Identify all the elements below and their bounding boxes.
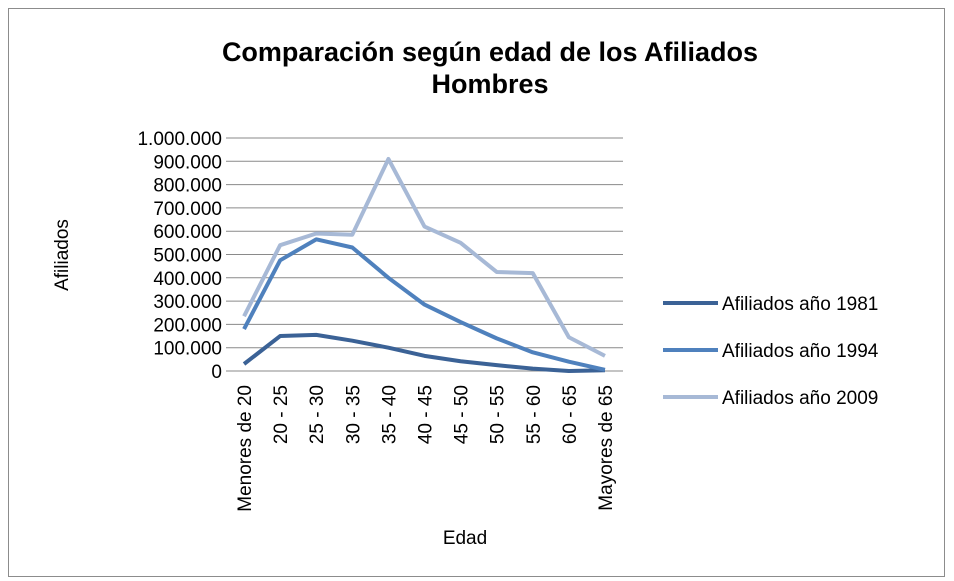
y-tick-label: 900.000: [153, 152, 222, 173]
legend-label: Afiliados año 2009: [722, 388, 878, 409]
y-tick-label: 800.000: [153, 176, 222, 197]
x-tick-label: Mayores de 65: [596, 385, 617, 511]
y-tick-label: 400.000: [153, 269, 222, 290]
x-tick-label: 45 - 50: [452, 385, 473, 444]
series-line: [242, 332, 605, 373]
y-tick-label: 200.000: [153, 315, 222, 336]
legend-label: Afiliados año 1994: [722, 341, 879, 362]
series-line: [242, 156, 606, 358]
y-tick-label: 700.000: [153, 199, 222, 220]
y-tick-label: 1.000.000: [137, 129, 222, 150]
y-tick-label: 100.000: [153, 339, 222, 360]
x-tick-label: Menores de 20: [235, 385, 256, 512]
x-tick-label: 35 - 40: [379, 385, 400, 444]
y-tick-label: 0: [211, 362, 222, 383]
x-tick-label: 50 - 55: [488, 385, 509, 444]
series-line: [242, 237, 606, 372]
x-tick-label: 20 - 25: [271, 385, 292, 444]
x-axis-label: Edad: [443, 528, 487, 549]
y-axis-label: Afiliados: [52, 219, 73, 291]
y-tick-label: 500.000: [153, 246, 222, 267]
x-tick-label: 25 - 30: [307, 385, 328, 444]
x-tick-label: 40 - 45: [416, 385, 437, 444]
x-tick-label: 60 - 65: [560, 385, 581, 444]
x-tick-label: 55 - 60: [524, 385, 545, 444]
chart-title: Comparación según edad de los Afiliados …: [221, 37, 759, 99]
legend-label: Afiliados año 1981: [722, 294, 878, 315]
chart-border: [8, 8, 945, 577]
y-tick-label: 600.000: [153, 222, 222, 243]
x-tick-label: 30 - 35: [343, 385, 364, 444]
y-tick-label: 300.000: [153, 292, 222, 313]
